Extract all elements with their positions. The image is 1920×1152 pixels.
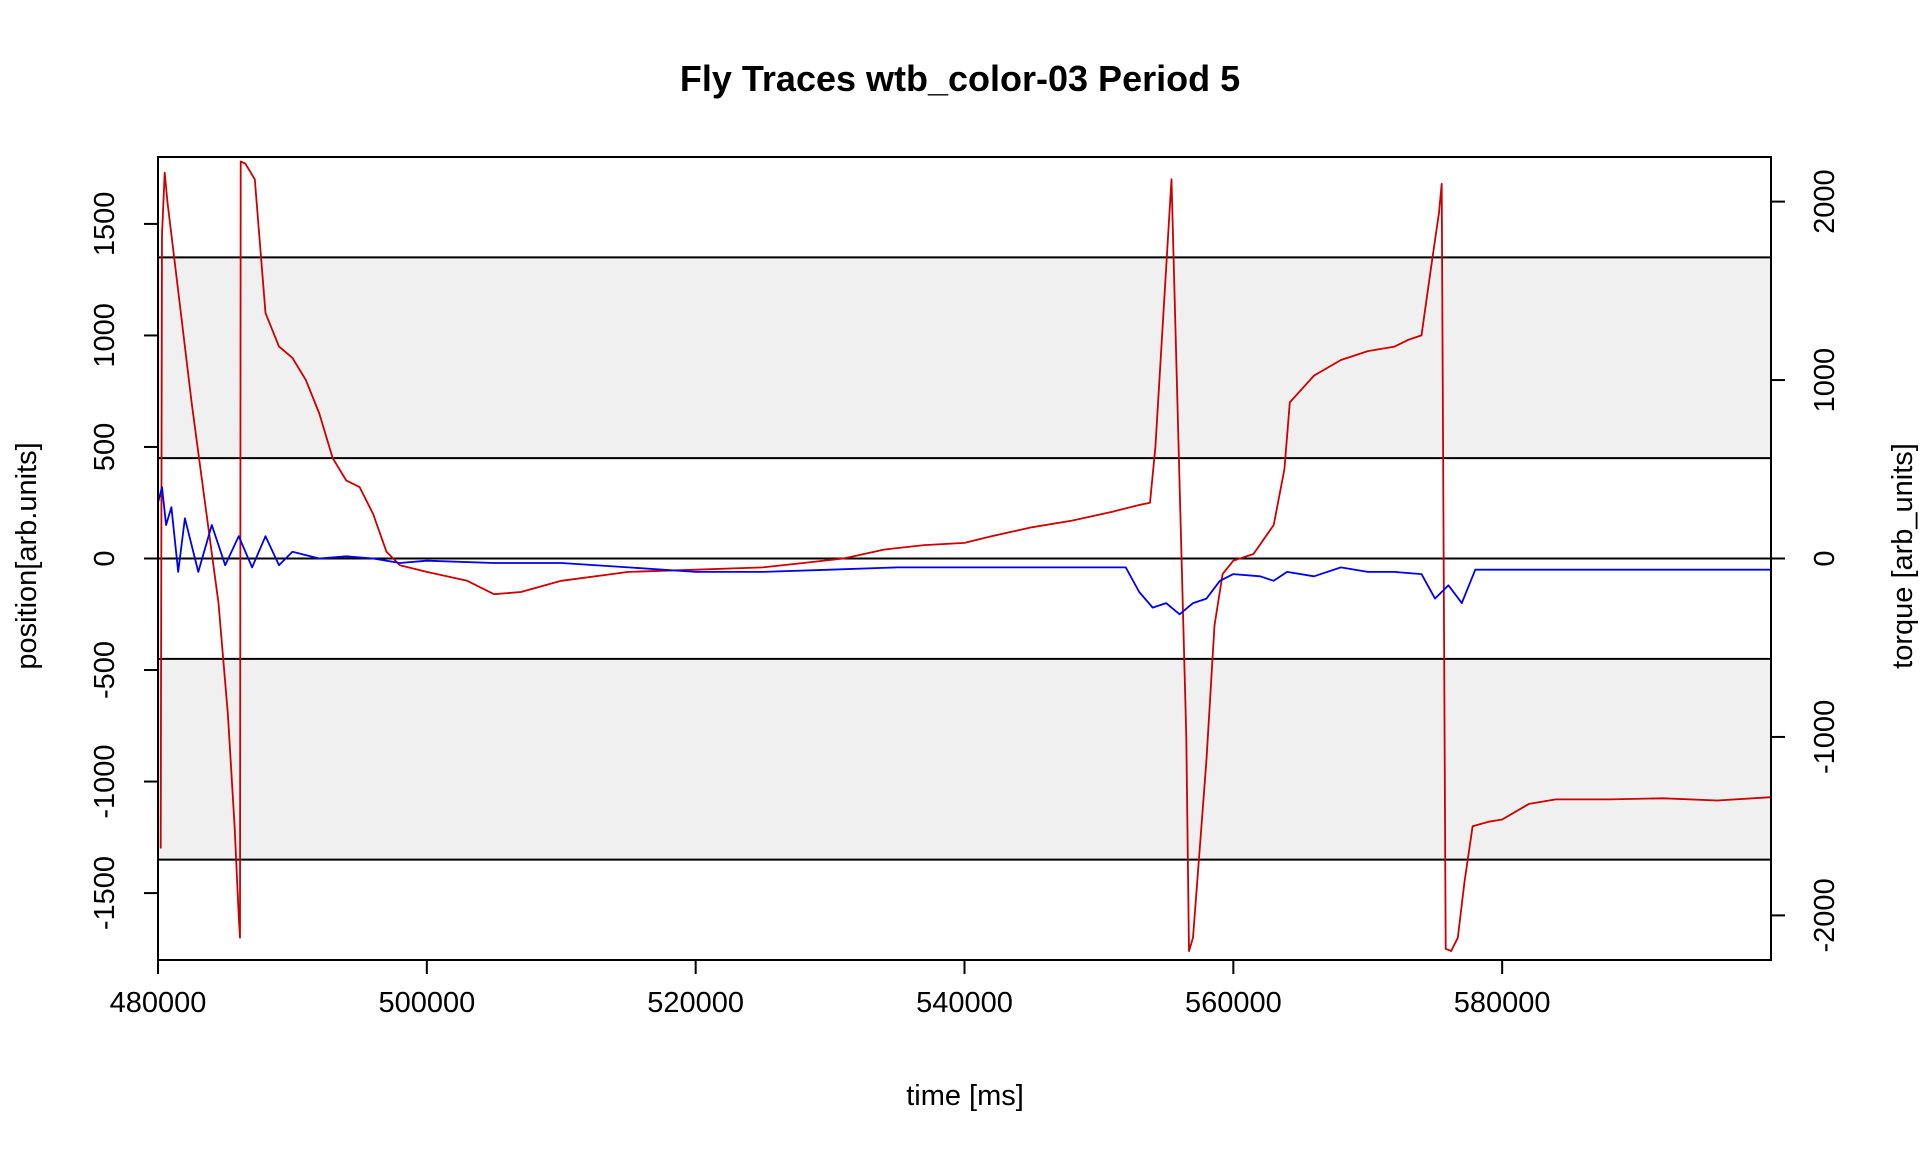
- y-left-tick-label: -1000: [89, 745, 121, 819]
- shaded-band: [158, 658, 1771, 860]
- y-axis-left: -1500 -1000 -500 0 500 1000 1500: [89, 192, 158, 930]
- x-tick-label: 580000: [1454, 987, 1551, 1019]
- series-lines: [157, 160, 1772, 952]
- y-axis-right-label: torque [arb_units]: [1887, 443, 1919, 669]
- x-tick-label: 560000: [1185, 987, 1282, 1019]
- series-line: [157, 486, 1771, 616]
- shaded-band: [158, 257, 1771, 459]
- x-tick-label: 500000: [378, 987, 475, 1019]
- y-right-tick-label: 0: [1809, 550, 1841, 566]
- x-tick-label: 480000: [110, 987, 207, 1019]
- y-right-tick-label: 2000: [1809, 169, 1841, 234]
- x-tick-label: 520000: [647, 987, 744, 1019]
- y-left-tick-label: -1500: [89, 856, 121, 930]
- x-tick-label: 540000: [916, 987, 1013, 1019]
- y-left-tick-label: 1000: [89, 303, 121, 368]
- y-left-tick-label: -500: [89, 641, 121, 699]
- y-axis-left-label: position[arb.units]: [11, 442, 43, 669]
- x-axis: 480000 500000 520000 540000 560000 580000: [110, 960, 1551, 1019]
- reference-lines: [158, 256, 1771, 861]
- y-right-tick-label: -1000: [1809, 700, 1841, 774]
- series-line: [159, 160, 1772, 952]
- y-axis-right: -2000 -1000 0 1000 2000: [1771, 169, 1841, 952]
- chart-title: Fly Traces wtb_color-03 Period 5: [680, 58, 1240, 99]
- y-left-tick-label: 0: [89, 550, 121, 566]
- y-left-tick-label: 1500: [89, 192, 121, 257]
- x-axis-label: time [ms]: [906, 1080, 1024, 1112]
- y-right-tick-label: 1000: [1809, 348, 1841, 413]
- y-left-tick-label: 500: [89, 423, 121, 471]
- y-right-tick-label: -2000: [1809, 878, 1841, 952]
- shaded-bands: [158, 257, 1771, 860]
